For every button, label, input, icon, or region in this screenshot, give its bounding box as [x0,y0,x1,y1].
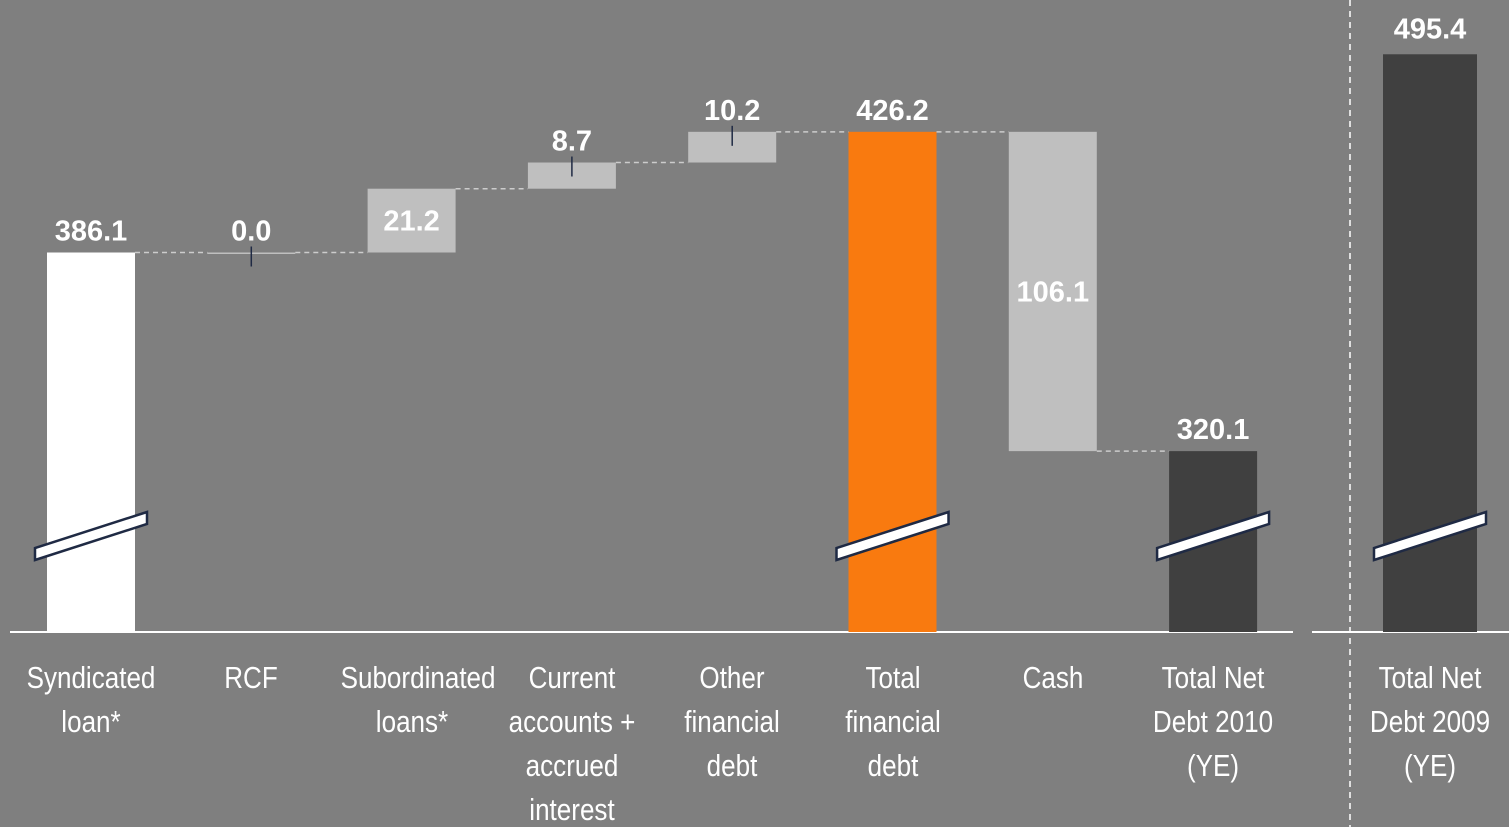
bar [47,252,135,632]
data-label: 320.1 [1177,414,1250,446]
bar [848,131,937,632]
x-tick-label: Current accounts + accrued interest [508,660,636,827]
x-tick-label: Total Net Debt 2009 (YE) [1369,660,1491,783]
x-tick-label: RCF [224,660,279,695]
x-tick-label: Other financial debt [684,660,780,783]
x-tick-label: Total financial debt [844,660,941,783]
x-tick-label: Subordinated loans* [340,660,496,739]
x-tick-label: Cash [1022,660,1084,695]
data-label: 21.2 [383,206,439,238]
axis-break [33,510,149,562]
data-label: 106.1 [1017,276,1090,308]
data-label: 495.4 [1394,13,1467,45]
axis-break [835,510,950,562]
axis-break [1372,510,1488,562]
x-tick-label: Total Net Debt 2010 (YE) [1153,660,1274,783]
data-label: 426.2 [856,95,929,127]
axis-break [1155,510,1271,562]
bar [1008,131,1097,452]
data-label: 8.7 [552,126,592,158]
bar [367,188,456,253]
data-label: 10.2 [704,95,760,127]
data-label: 0.0 [231,215,271,247]
data-label: 386.1 [55,215,128,247]
x-tick-label: Syndicated loan* [26,660,156,739]
